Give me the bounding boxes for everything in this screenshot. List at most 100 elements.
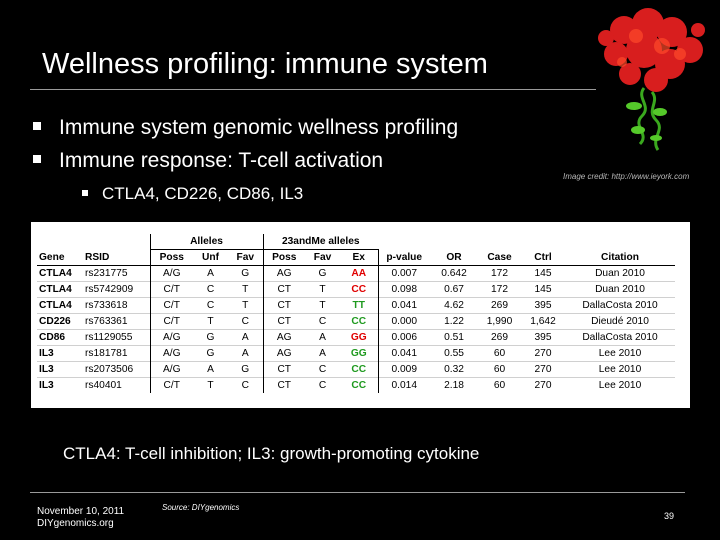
table-cell: G — [193, 329, 228, 346]
table-cell: C — [305, 313, 340, 330]
sub-bullet-marker — [82, 190, 88, 196]
table-cell: 172 — [478, 281, 521, 298]
table-cell: CC — [340, 281, 378, 298]
table-cell: 0.007 — [377, 265, 430, 282]
table-cell: C — [193, 281, 228, 298]
table-cell: C/T — [149, 281, 193, 298]
footer-date: November 10, 2011 — [37, 506, 125, 517]
table-cell: 0.098 — [377, 281, 430, 298]
table-cell: IL3 — [37, 377, 83, 393]
table-cell: 270 — [521, 377, 565, 393]
bullet-2-text: Immune response: T-cell activation — [59, 149, 384, 172]
footer-divider — [30, 492, 685, 493]
page-title: Wellness profiling: immune system — [42, 48, 488, 80]
table-cell: AA — [351, 268, 367, 279]
page-number: 39 — [664, 511, 675, 521]
footer-org: DIYgenomics.org — [37, 518, 114, 529]
table-cell: CT — [262, 313, 305, 330]
table-cell: CT — [262, 297, 305, 314]
table-cell: CT — [262, 377, 305, 393]
col-header: Case — [478, 249, 521, 266]
table-cell: 60 — [478, 361, 521, 378]
table-cell: C — [228, 377, 263, 393]
conclusion-text: CTLA4: T-cell inhibition; IL3: growth-pr… — [63, 444, 480, 463]
table-cell: T — [193, 313, 228, 330]
table-cell: Lee 2010 — [565, 345, 675, 362]
table-cell: C — [228, 313, 263, 330]
bullet-1: Immune system genomic wellness profiling — [33, 116, 458, 140]
table-cell: rs231775 — [85, 268, 128, 279]
table-row: CD226 rs763361 C/T T C CT C CC 0.000 1.22 1,990 1,6… — [37, 313, 675, 330]
table-cell: CD86 — [37, 329, 83, 346]
col-header: Gene — [37, 249, 83, 266]
table-cell: Lee 2010 — [565, 377, 675, 393]
table-row: IL3 rs181781 A/G G A AG A GG 0.041 0.55 60 270 Lee 2… — [37, 345, 675, 362]
table-cell: CT — [262, 361, 305, 378]
col-header: RSID — [83, 249, 150, 266]
col-header: OR — [430, 249, 478, 266]
table-cell: DallaCosta 2010 — [565, 297, 675, 314]
bullet-2: Immune response: T-cell activation — [33, 149, 383, 173]
table-cell: Dieudé 2010 — [565, 313, 675, 330]
table-row: CTLA4 rs5742909 C/T C T CT T CC 0.098 0.67 172 145 D… — [37, 281, 675, 298]
table-cell: 60 — [478, 377, 521, 393]
table-cell: GG — [340, 345, 378, 362]
table-cell: C — [305, 361, 340, 378]
table-cell: 145 — [534, 268, 552, 279]
table-cell: A/G — [149, 361, 193, 378]
table-cell: 270 — [521, 345, 565, 362]
table-cell: 2.18 — [430, 377, 478, 393]
sub-bullet-1: CTLA4, CD226, CD86, IL3 — [82, 184, 303, 204]
table-cell: rs2073506 — [83, 361, 150, 378]
table-cell: 269 — [478, 297, 521, 314]
table-cell: 60 — [478, 345, 521, 362]
table-cell: rs5742909 — [83, 281, 150, 298]
alleles-group-header: Alleles — [149, 234, 263, 250]
table-cell: C/T — [149, 297, 193, 314]
table-cell: 0.041 — [377, 345, 430, 362]
twentythree-group-header: 23andMe alleles — [262, 234, 378, 250]
table-cell: IL3 — [37, 361, 83, 378]
table-cell: A — [228, 345, 263, 362]
table-cell: CC — [340, 361, 378, 378]
table-cell: rs763361 — [83, 313, 150, 330]
sub-bullet-1-text: CTLA4, CD226, CD86, IL3 — [102, 184, 304, 203]
table-cell: 0.006 — [377, 329, 430, 346]
table-cell: 0.041 — [377, 297, 430, 314]
table-cell: 0.000 — [377, 313, 430, 330]
table-cell: DallaCosta 2010 — [565, 329, 675, 346]
table-cell: 4.62 — [430, 297, 478, 314]
table-cell: T — [305, 281, 340, 298]
genotype-table: Alleles 23andMe alleles Gene RSID Poss U… — [37, 234, 675, 393]
table-cell: Lee 2010 — [565, 361, 675, 378]
table-cell: G — [241, 268, 250, 279]
table-cell: GG — [340, 329, 378, 346]
table-cell: Duan 2010 — [595, 268, 645, 279]
col-header: p-value — [377, 249, 430, 266]
table-cell: TT — [340, 297, 378, 314]
table-cell: 0.642 — [441, 268, 467, 279]
table-cell: 1.22 — [430, 313, 478, 330]
table-cell: CTLA4 — [37, 297, 83, 314]
table-cell: C/T — [149, 377, 193, 393]
table-cell: 269 — [478, 329, 521, 346]
table-cell: A — [228, 329, 263, 346]
table-row: CD86 rs1129055 A/G G A AG A GG 0.006 0.51 269 395 Da… — [37, 329, 675, 346]
protein-structure-image — [598, 8, 705, 151]
col-header: Ctrl — [521, 249, 565, 266]
table-cell: A/G — [149, 345, 193, 362]
table-cell: rs1129055 — [83, 329, 150, 346]
col-header: Fav — [305, 249, 340, 266]
table-cell: G — [318, 268, 327, 279]
table-cell: A/G — [149, 265, 193, 282]
table-cell: G — [193, 345, 228, 362]
col-header: Poss — [262, 249, 305, 266]
table-cell: 0.009 — [377, 361, 430, 378]
table-cell: A — [193, 361, 228, 378]
col-header: Ex — [340, 249, 378, 266]
table-cell: CT — [262, 281, 305, 298]
table-cell: 0.55 — [430, 345, 478, 362]
table-group-header-row: Alleles 23andMe alleles — [37, 234, 675, 250]
table-row: CTLA4 rs231775 A/G A G AG G AA 0.007 0.642 172 145 D… — [37, 265, 675, 282]
table-cell: rs733618 — [83, 297, 150, 314]
